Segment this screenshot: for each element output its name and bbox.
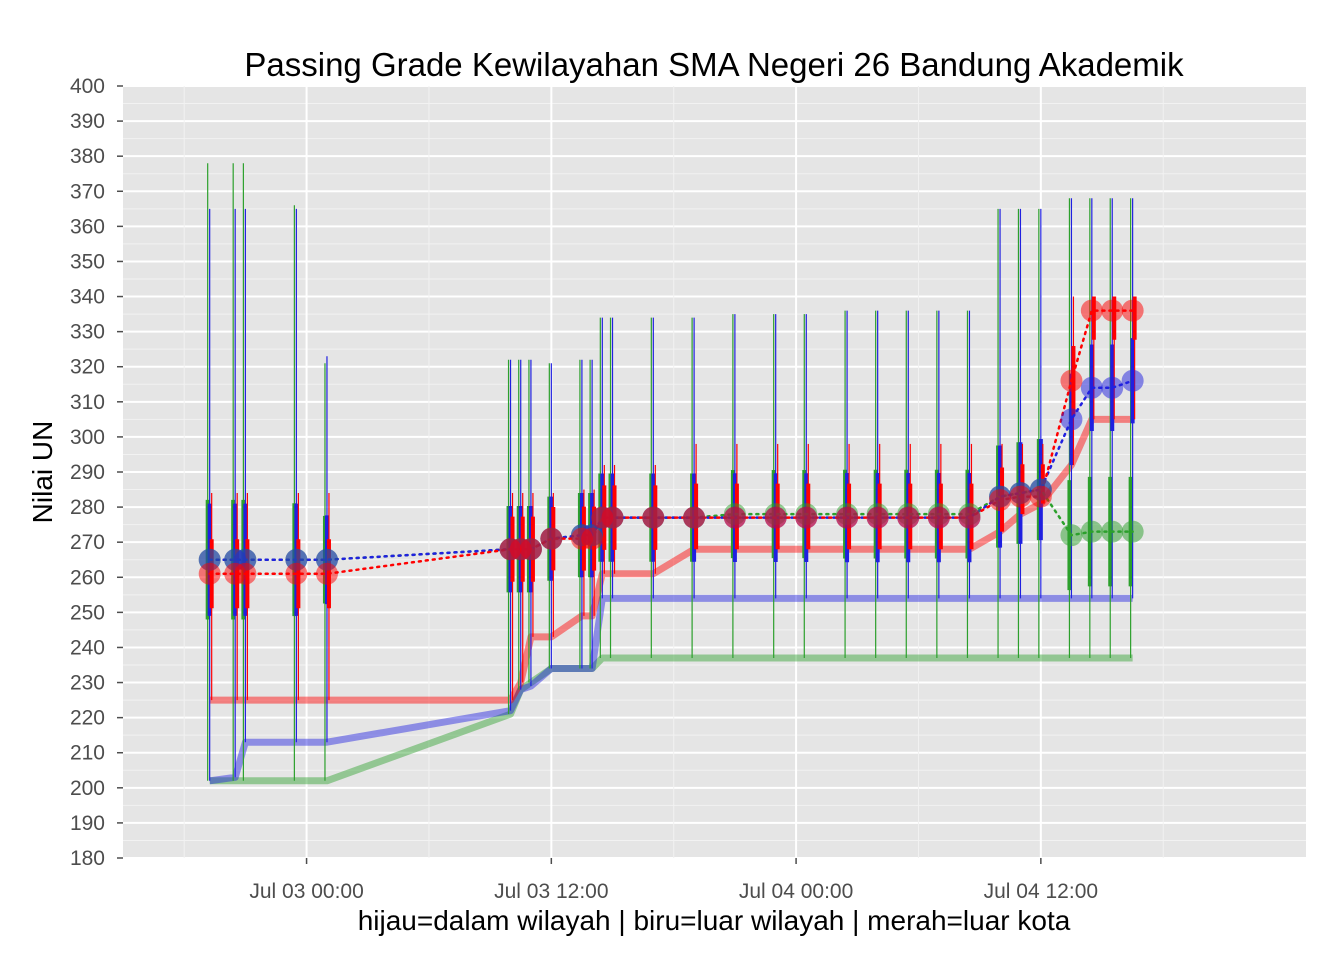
avg-point [315,562,338,585]
avg-point [285,562,308,585]
min-line-1 [209,594,1133,785]
y-tick-label: 310 [70,391,105,414]
data-layer [198,163,1144,785]
avg-point [1029,485,1052,508]
avg-point [897,506,920,529]
avg-point [764,506,787,529]
avg-point [836,506,859,529]
y-tick-label: 280 [70,496,105,519]
avg-point [234,562,257,585]
avg-point [1080,299,1103,322]
avg-point [723,506,746,529]
avg-point [1080,376,1103,399]
x-tick-label: Jul 04 12:00 [984,880,1098,903]
y-tick-label: 220 [70,707,105,730]
y-tick-label: 210 [70,742,105,765]
y-tick-label: 300 [70,426,105,449]
y-tick-label: 350 [70,250,105,273]
chart-title: Passing Grade Kewilayahan SMA Negeri 26 … [244,46,1184,83]
y-tick-label: 230 [70,672,105,695]
y-tick-label: 360 [70,215,105,238]
y-tick-label: 380 [70,145,105,168]
avg-point [1009,485,1032,508]
avg-point [198,562,221,585]
avg-point [683,506,706,529]
avg-point [1121,299,1144,322]
avg-point [958,506,981,529]
y-tick-label: 340 [70,286,105,309]
avg-point [866,506,889,529]
y-axis-title: Nilai UN [27,421,58,524]
y-tick-label: 180 [70,847,105,870]
x-tick-label: Jul 03 00:00 [249,880,363,903]
avg-point [642,506,665,529]
avg-point [601,506,624,529]
axis-layer: 180 190 200 210 220 230 240 250 260 270 280 290 300 3… [70,75,1098,903]
x-tick-label: Jul 03 12:00 [494,880,608,903]
avg-point [1060,369,1083,392]
x-tick-label: Jul 04 00:00 [739,880,853,903]
y-tick-label: 200 [70,777,105,800]
avg-point [795,506,818,529]
avg-point [581,527,604,550]
y-tick-label: 390 [70,110,105,133]
avg-point [1101,299,1124,322]
min-line-0 [209,654,1133,785]
y-tick-label: 320 [70,356,105,379]
y-tick-label: 250 [70,601,105,624]
y-tick-label: 240 [70,636,105,659]
avg-point [1121,520,1144,543]
avg-point [927,506,950,529]
avg-point [1101,376,1124,399]
x-axis-title: hijau=dalam wilayah | biru=luar wilayah … [358,905,1071,936]
y-tick-label: 260 [70,566,105,589]
avg-point [519,538,542,561]
avg-point [1101,520,1124,543]
avg-point [540,527,563,550]
y-tick-label: 290 [70,461,105,484]
avg-point [1080,520,1103,543]
y-tick-label: 270 [70,531,105,554]
avg-point [989,489,1012,512]
y-tick-label: 400 [70,75,105,98]
avg-point [1121,369,1144,392]
y-tick-label: 370 [70,180,105,203]
avg-point [1060,524,1083,547]
y-tick-label: 330 [70,321,105,344]
avg-point [1060,408,1083,431]
y-tick-label: 190 [70,812,105,835]
